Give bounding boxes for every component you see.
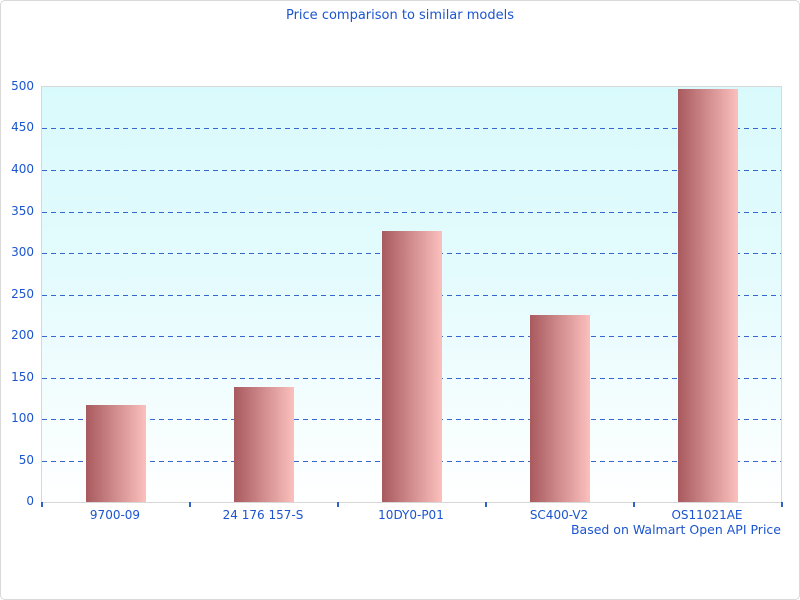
y-tick-label: 250 (11, 287, 34, 301)
x-tick (485, 502, 487, 507)
y-tick-label: 300 (11, 245, 34, 259)
bar (86, 405, 146, 502)
y-tick-label: 450 (11, 120, 34, 134)
y-tick-label: 50 (18, 453, 34, 467)
x-axis: 9700-09 24 176 157-S 10DY0-P01 SC400-V2 OS11… (41, 508, 781, 524)
x-tick-label: 24 176 157-S (222, 508, 304, 522)
x-tick (781, 502, 783, 507)
x-tick (189, 502, 191, 507)
gridline (42, 212, 781, 213)
x-tick-label: 9700-09 (89, 508, 141, 522)
y-tick-label: 200 (11, 328, 34, 342)
chart-footnote: Based on Walmart Open API Price (570, 522, 781, 537)
y-tick-label: 400 (11, 162, 34, 176)
x-tick-label: 10DY0-P01 (378, 508, 444, 522)
y-axis: 0 50 100 150 200 250 300 350 400 450 500 (1, 79, 34, 508)
y-tick-label: 100 (11, 411, 34, 425)
x-tick (337, 502, 339, 507)
x-tick (41, 502, 43, 507)
x-axis-ticks (41, 502, 783, 508)
y-tick-label: 500 (11, 79, 34, 93)
bar (234, 387, 294, 502)
x-tick (633, 502, 635, 507)
gridline (42, 170, 781, 171)
y-tick-label: 350 (11, 204, 34, 218)
chart-title: Price comparison to similar models (285, 8, 515, 23)
y-tick-label: 0 (26, 494, 34, 508)
bar (382, 231, 442, 502)
bar (530, 315, 590, 502)
y-tick-label: 150 (11, 370, 34, 384)
bar (678, 89, 738, 502)
x-tick-label: SC400-V2 (529, 508, 589, 522)
x-tick-label: OS11021AE (671, 508, 743, 522)
plot-area (41, 86, 782, 503)
gridline (42, 128, 781, 129)
